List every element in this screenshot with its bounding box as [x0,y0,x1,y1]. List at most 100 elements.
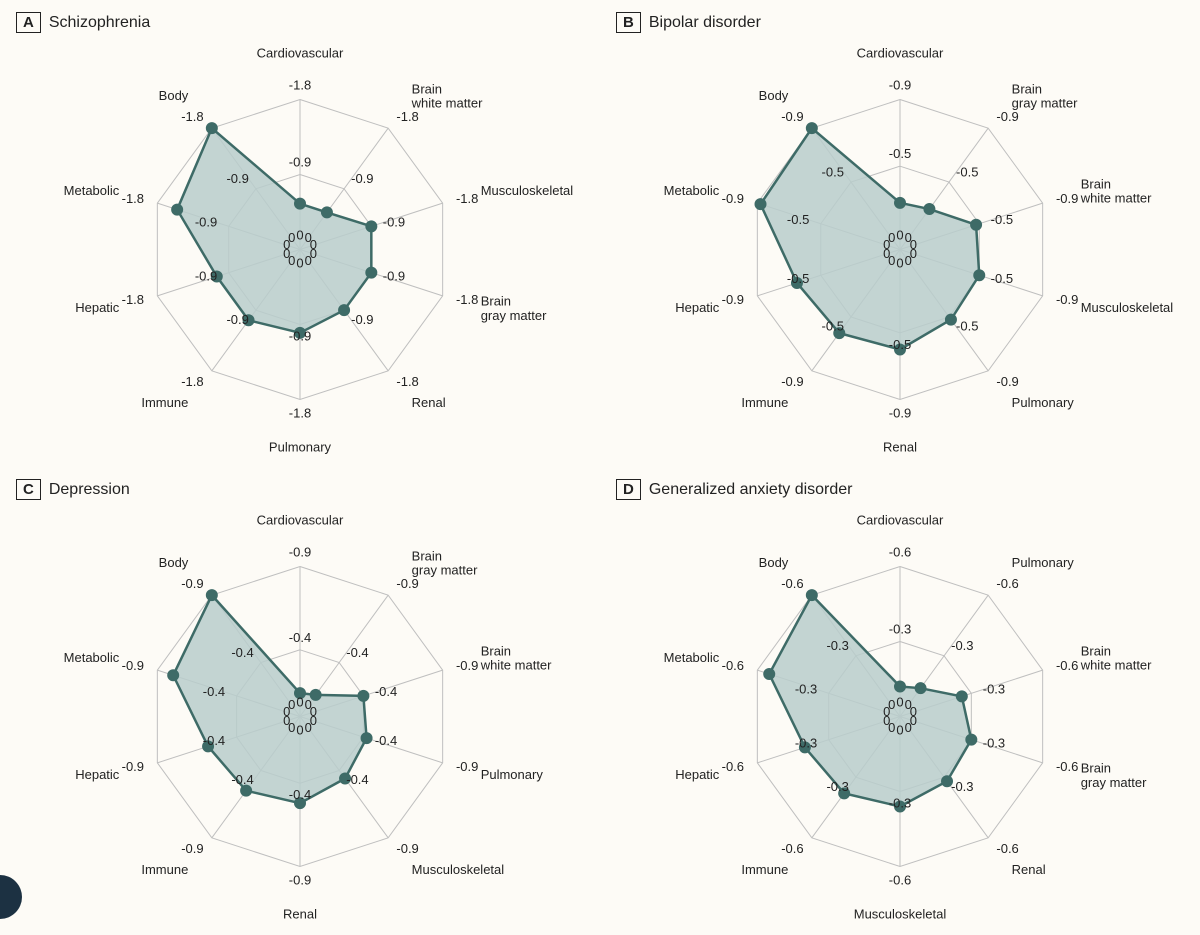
category-label: Cardiovascular [257,513,344,528]
radar-chart: 0-0.9-1.80-0.9-1.80-0.9-1.80-0.9-1.80-0.… [0,40,600,467]
tick-label: -1.8 [181,109,203,124]
data-marker [807,123,817,133]
tick-label: 0 [296,256,303,271]
data-marker [756,199,766,209]
tick-label: -0.5 [889,146,911,161]
tick-label: -0.9 [781,109,803,124]
tick-label: -0.9 [456,658,478,673]
tick-label: 0 [896,723,903,738]
panel-letter: D [616,479,641,500]
tick-label: -1.8 [289,406,311,421]
panel-B: BBipolar disorder0-0.5-0.90-0.5-0.90-0.5… [600,0,1200,467]
tick-label: -0.6 [781,841,803,856]
tick-label: 0 [896,256,903,271]
tick-label: -0.3 [983,682,1005,697]
tick-label: -0.9 [996,374,1018,389]
panel-C: CDepression0-0.4-0.90-0.4-0.90-0.4-0.90-… [0,467,600,934]
tick-label: -0.6 [889,545,911,560]
radar-chart: 0-0.3-0.60-0.3-0.60-0.3-0.60-0.3-0.60-0.… [600,507,1200,934]
tick-label: -1.8 [289,78,311,93]
data-polygon [769,595,971,806]
category-label: Hepatic [75,300,120,315]
tick-label: -0.9 [383,268,405,283]
tick-label: -0.3 [889,796,911,811]
data-polygon [177,128,371,333]
tick-label: -0.3 [889,622,911,637]
data-marker [764,669,774,679]
tick-label: -1.8 [122,191,144,206]
tick-label: 0 [305,720,312,735]
category-label: Braingray matter [412,548,478,577]
tick-label: -0.3 [983,735,1005,750]
panel-letter: B [616,12,641,33]
tick-label: 0 [296,723,303,738]
tick-label: -0.9 [195,215,217,230]
tick-label: -0.3 [826,638,848,653]
tick-label: -0.9 [456,759,478,774]
tick-label: -0.3 [795,682,817,697]
panel-title: Depression [49,481,130,498]
category-label: Cardiovascular [257,46,344,61]
tick-label: 0 [288,697,295,712]
tick-label: -0.5 [991,212,1013,227]
tick-label: -0.9 [226,171,248,186]
tick-label: -0.4 [346,645,368,660]
tick-label: -0.9 [289,873,311,888]
data-marker [971,220,981,230]
tick-label: -1.8 [456,191,478,206]
tick-label: -1.8 [396,374,418,389]
category-label: Pulmonary [1012,395,1075,410]
category-label: Pulmonary [1012,555,1075,570]
tick-label: -0.5 [787,271,809,286]
tick-label: -0.4 [231,772,253,787]
category-label: Metabolic [664,650,720,665]
category-label: Brainwhite matter [480,643,552,672]
tick-label: -0.4 [375,684,397,699]
tick-label: -1.8 [122,292,144,307]
panel-letter: A [16,12,41,33]
tick-label: -0.5 [956,319,978,334]
tick-label: 0 [296,695,303,710]
category-label: Hepatic [675,300,720,315]
tick-label: -1.8 [181,374,203,389]
panel-header: A Schizophrenia [16,12,150,33]
data-marker [172,205,182,215]
category-label: Musculoskeletal [854,907,947,922]
tick-label: -0.3 [826,779,848,794]
tick-label: -0.9 [889,406,911,421]
category-label: Metabolic [664,183,720,198]
tick-label: -0.3 [951,779,973,794]
category-label: Hepatic [75,767,120,782]
data-marker [362,733,372,743]
tick-label: -0.9 [289,329,311,344]
category-label: Immune [141,395,188,410]
tick-label: -0.9 [226,312,248,327]
panel-title: Generalized anxiety disorder [649,481,853,498]
tick-label: 0 [888,697,895,712]
category-label: Braingray matter [1081,761,1147,790]
category-label: Cardiovascular [857,513,944,528]
tick-label: -0.9 [396,841,418,856]
tick-label: -0.4 [203,684,225,699]
tick-label: -0.4 [289,630,311,645]
category-label: Musculoskeletal [412,862,505,877]
panel-header: D Generalized anxiety disorder [616,479,853,500]
tick-label: -0.9 [289,545,311,560]
tick-label: -0.9 [351,312,373,327]
tick-label: -1.8 [456,292,478,307]
tick-label: 0 [305,253,312,268]
category-label: Brainwhite matter [411,81,483,110]
data-marker [366,221,376,231]
category-label: Metabolic [64,183,120,198]
data-marker [366,268,376,278]
panel-title: Schizophrenia [49,14,150,31]
category-label: Musculoskeletal [481,183,574,198]
data-marker [807,590,817,600]
tick-label: -0.9 [722,292,744,307]
panel-D: D Generalized anxiety disorder 0 -0.3 -0.6 0 -… [600,467,1200,934]
tick-label: 0 [296,228,303,243]
tick-label: -0.4 [203,733,225,748]
tick-label: -0.9 [722,191,744,206]
data-marker [322,207,332,217]
tick-label: -0.4 [231,645,253,660]
